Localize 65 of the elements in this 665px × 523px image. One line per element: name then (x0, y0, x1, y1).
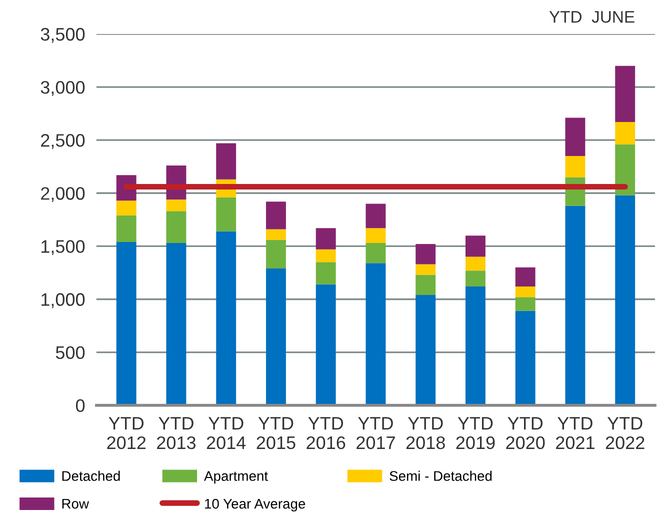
bar (515, 310, 536, 406)
legend-label: Apartment (204, 471, 268, 484)
bar (166, 200, 186, 212)
x-tick-label: YTD 2015 (256, 417, 296, 450)
bar (266, 202, 286, 230)
bar (166, 243, 186, 406)
bar (515, 297, 536, 311)
y-tick-label: 3,500 (40, 28, 85, 43)
bar (366, 243, 386, 264)
bar (216, 231, 236, 406)
x-tick-label: YTD 2022 (606, 417, 644, 450)
x-tick-label: YTD 2018 (406, 417, 445, 450)
bar (615, 66, 636, 122)
bar (316, 262, 336, 284)
y-tick-label: 2,000 (41, 187, 85, 202)
bar (116, 242, 136, 406)
y-tick-label: 500 (56, 346, 85, 359)
bar (316, 249, 336, 262)
legend-label: Detached (62, 470, 120, 481)
bar (466, 256, 486, 271)
bar (416, 274, 436, 295)
legend-label: 10 Year Average (205, 498, 306, 512)
bar (266, 268, 286, 406)
bar (366, 263, 386, 406)
bar (416, 264, 436, 275)
bar (116, 215, 136, 242)
bar (366, 204, 386, 228)
bar (565, 206, 586, 406)
bar (416, 294, 436, 406)
bar (216, 143, 236, 180)
bar (266, 229, 286, 240)
x-tick-label: YTD 2019 (456, 417, 495, 450)
bar (565, 118, 586, 156)
x-tick-label: YTD 2013 (157, 417, 196, 450)
bar (416, 244, 436, 264)
bar (565, 156, 586, 178)
bar (316, 284, 336, 406)
text: YTD JUNE (549, 11, 634, 23)
bar (515, 267, 536, 286)
bar (615, 122, 636, 144)
bar (266, 240, 286, 268)
bar (615, 195, 636, 406)
x-tick-label: YTD 2014 (206, 417, 246, 450)
bar (166, 211, 186, 243)
x-tick-label: YTD 2020 (506, 417, 545, 450)
bar (316, 228, 336, 250)
legend-label: Row (62, 498, 90, 509)
y-tick-label: 2,500 (41, 134, 85, 149)
bar (515, 286, 536, 298)
bar (116, 200, 136, 216)
y-tick-label: 3,000 (40, 80, 85, 96)
x-tick-label: YTD 2021 (556, 417, 594, 450)
x-tick-label: YTD 2012 (107, 417, 146, 450)
bar (466, 286, 486, 406)
bar (615, 144, 636, 196)
bar (466, 270, 486, 286)
y-tick-label: 0 (76, 399, 85, 412)
bar (216, 197, 236, 232)
y-tick-label: 1,000 (42, 293, 85, 308)
y-tick-label: 1,500 (42, 240, 85, 256)
x-tick-label: YTD 2017 (356, 417, 395, 450)
x-tick-label: YTD 2016 (306, 417, 346, 450)
bar (366, 228, 386, 243)
bar (466, 236, 486, 257)
legend-label: Semi - Detached (390, 470, 492, 481)
